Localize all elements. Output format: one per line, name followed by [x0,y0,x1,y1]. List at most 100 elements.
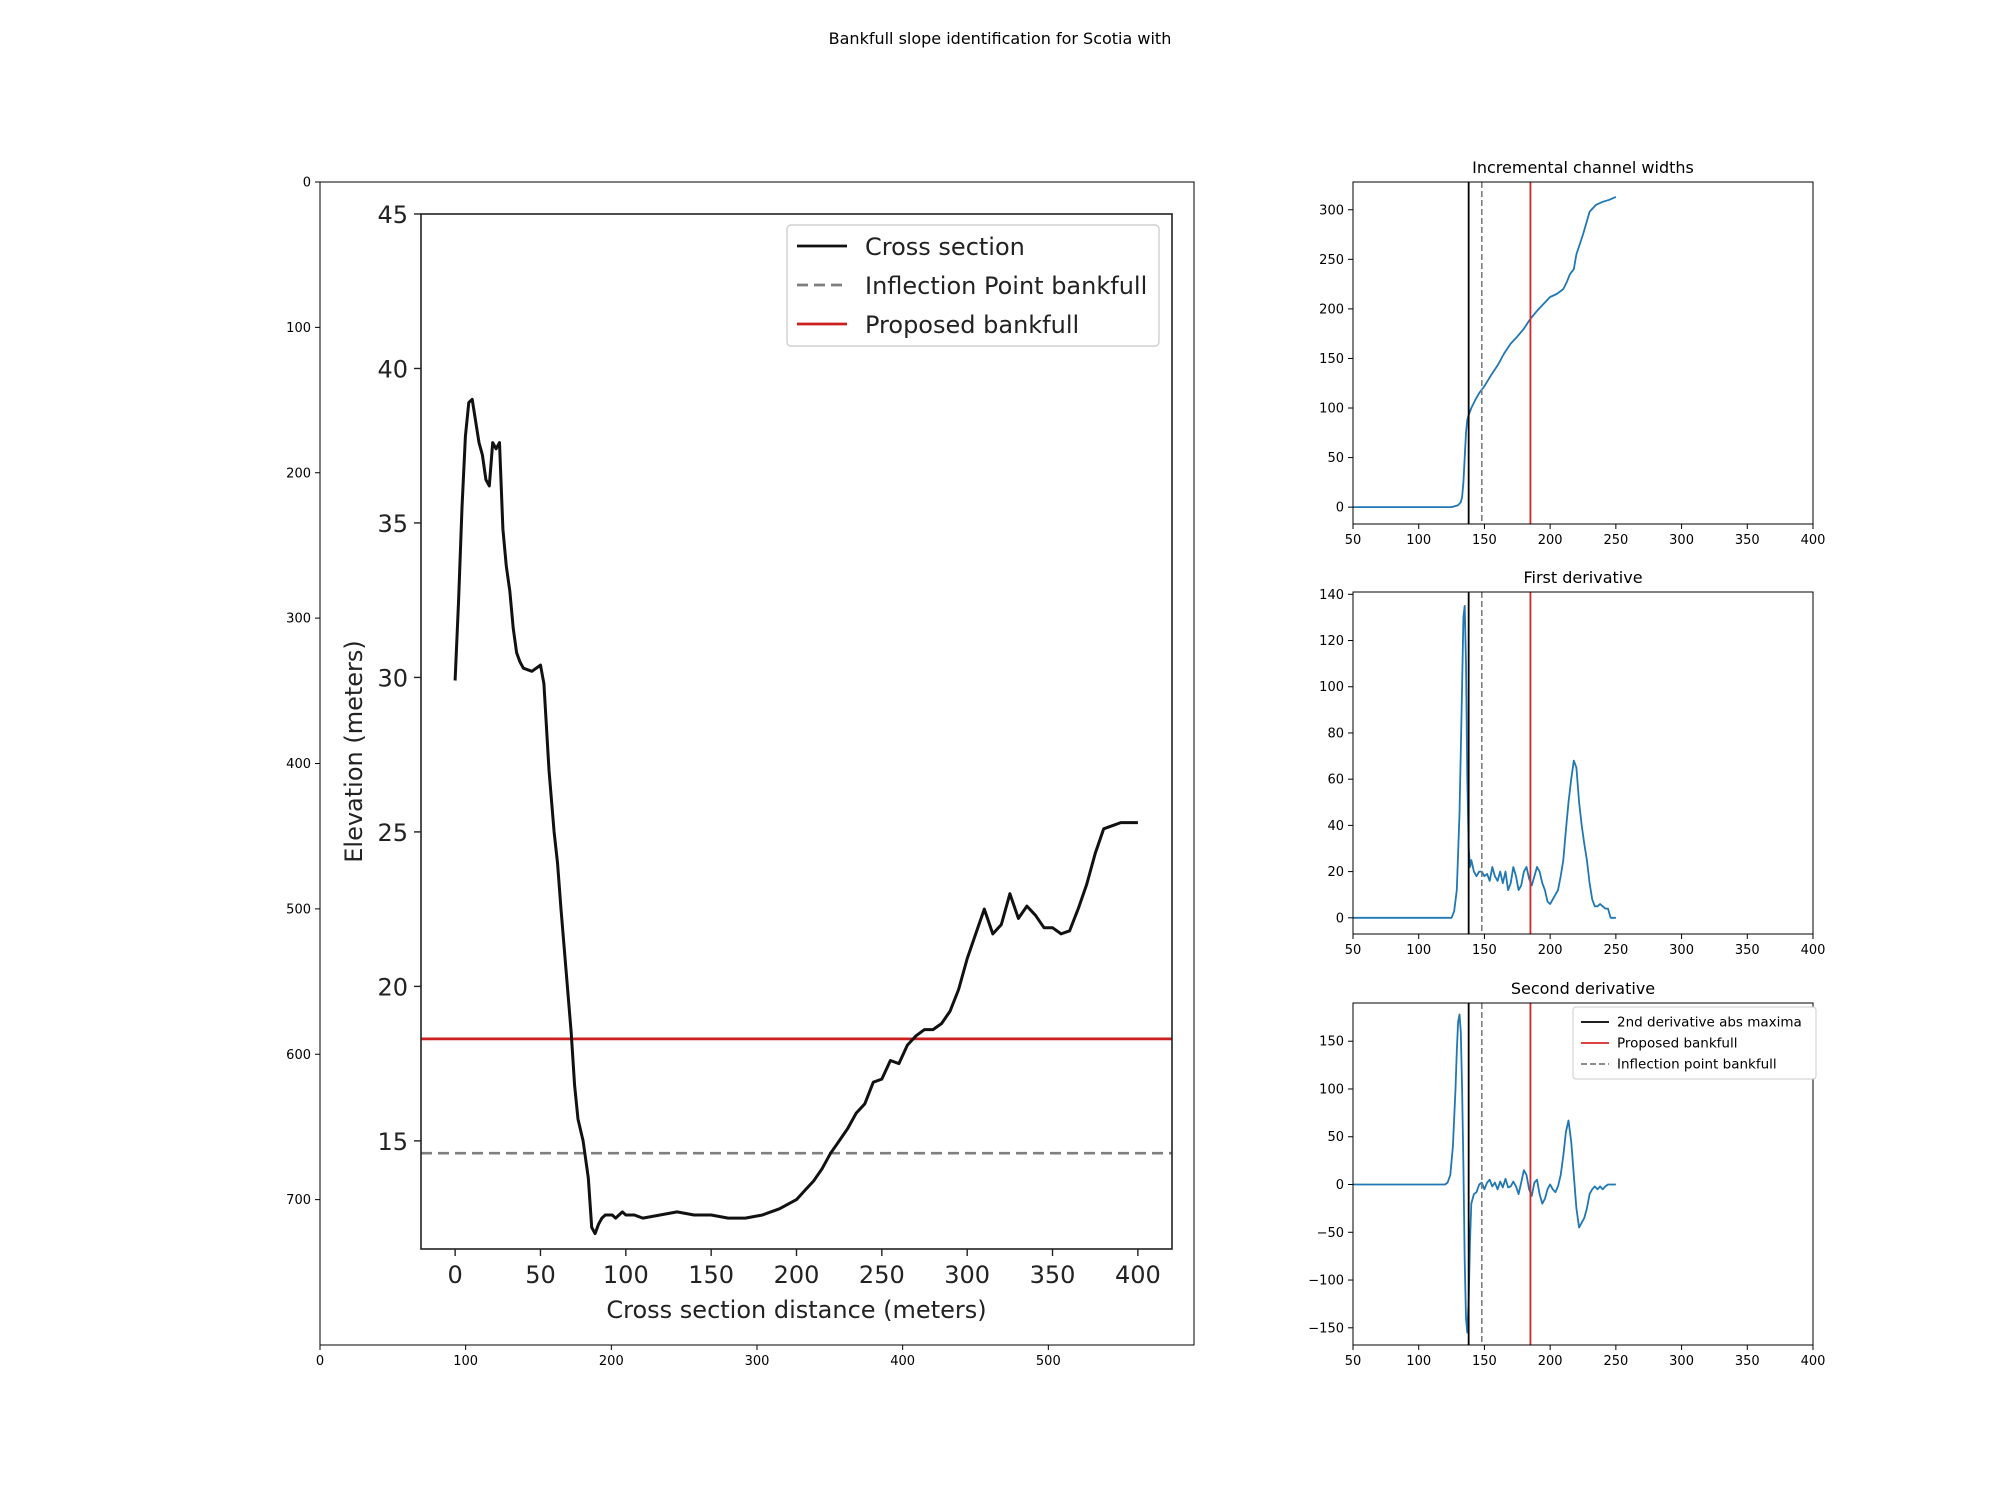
legend-label: Inflection point bankfull [1617,1057,1777,1073]
embedded-legend-label: Proposed bankfull [865,311,1079,339]
image-x-tick-label: 200 [599,1354,624,1369]
embedded-plot-frame [420,213,1173,1250]
x-tick-label: 200 [1538,533,1563,548]
y-tick-label: −50 [1317,1226,1344,1241]
image-y-tick-label: 400 [286,757,311,772]
series-line [1353,605,1616,919]
figure-title: Bankfull slope identification for Scotia… [829,29,1172,48]
x-tick-label: 50 [1345,533,1362,548]
x-tick-label: 200 [1538,1354,1563,1369]
y-tick-label: 80 [1327,726,1344,741]
y-tick-label: 120 [1319,634,1344,649]
embedded-legend-box [786,224,1160,347]
embedded-x-tick-label: 150 [688,1261,734,1289]
y-tick-label: 300 [1319,203,1344,218]
y-tick-label: 50 [1327,1130,1344,1145]
y-tick-label: 100 [1319,402,1344,417]
embedded-x-tick-label: 200 [774,1261,820,1289]
y-tick-label: 0 [1336,1178,1344,1193]
plot-frame [1352,591,1814,935]
embedded-y-tick-label: 15 [377,1128,408,1156]
image-x-tick-label: 400 [890,1354,915,1369]
y-tick-label: 150 [1319,1035,1344,1050]
y-tick-label: 20 [1327,865,1344,880]
image-x-tick-label: 300 [745,1354,770,1369]
image-x-tick-label: 500 [1036,1354,1061,1369]
embedded-x-tick-label: 300 [944,1261,990,1289]
x-tick-label: 400 [1801,943,1826,958]
x-tick-label: 150 [1472,533,1497,548]
image-x-tick-label: 100 [453,1354,478,1369]
y-tick-label: 100 [1319,1082,1344,1097]
embedded-y-tick-label: 20 [377,973,408,1001]
y-tick-label: 0 [1336,911,1344,926]
x-tick-label: 100 [1406,1354,1431,1369]
image-y-tick-label: 100 [286,321,311,336]
image-x-tick-label: 0 [316,1354,324,1369]
x-tick-label: 350 [1735,533,1760,548]
image-y-tick-label: 700 [286,1193,311,1208]
series-line [1353,196,1617,509]
x-tick-label: 150 [1472,943,1497,958]
image-y-tick-label: 600 [286,1048,311,1063]
y-tick-label: −100 [1308,1274,1344,1289]
y-tick-label: 140 [1319,588,1344,603]
y-tick-label: 60 [1327,773,1344,788]
x-tick-label: 400 [1801,1354,1826,1369]
embedded-x-axis-label: Cross section distance (meters) [606,1296,986,1324]
x-tick-label: 400 [1801,533,1826,548]
incremental-widths-chart: Incremental channel widths 50 100 150 200 250… [1319,158,1825,548]
x-tick-label: 350 [1735,943,1760,958]
image-panel: 0 100 200 300 400 500 0 100 200 300 400 500 600 700 0 5… [286,176,1195,1369]
y-tick-label: 50 [1327,451,1344,466]
x-tick-label: 300 [1669,533,1694,548]
embedded-legend-label: Inflection Point bankfull [865,272,1147,300]
embedded-x-tick-label: 50 [525,1261,556,1289]
chart-title: Second derivative [1511,979,1655,998]
x-tick-label: 250 [1603,943,1628,958]
legend-label: 2nd derivative abs maxima [1617,1015,1802,1031]
x-tick-label: 100 [1406,943,1431,958]
first-derivative-chart: First derivative 50 100 150 200 250 300 350 400 0… [1319,568,1825,958]
chart-title: Incremental channel widths [1472,158,1694,177]
embedded-cross-section-line [453,397,1138,1236]
embedded-y-tick-label: 30 [377,664,408,692]
embedded-legend-label: Cross section [865,233,1025,261]
embedded-x-tick-label: 0 [447,1261,462,1289]
y-tick-label: 0 [1336,501,1344,516]
embedded-y-tick-label: 35 [377,510,408,538]
y-tick-label: 200 [1319,302,1344,317]
x-tick-label: 250 [1603,1354,1628,1369]
embedded-y-tick-label: 25 [377,819,408,847]
embedded-x-tick-label: 350 [1030,1261,1076,1289]
embedded-cross-section-chart: 0 50 100 150 200 250 300 350 400 15 20 25 30 35 40 45 Cr… [340,201,1173,1324]
y-tick-label: 100 [1319,680,1344,695]
embedded-y-tick-label: 40 [377,355,408,383]
x-tick-label: 50 [1345,943,1362,958]
image-y-tick-label: 200 [286,466,311,481]
chart-title: First derivative [1523,568,1642,587]
legend-box [1572,1006,1817,1080]
embedded-y-axis-label: Elevation (meters) [340,640,368,863]
y-tick-label: −150 [1308,1321,1344,1336]
embedded-x-tick-label: 400 [1115,1261,1161,1289]
series-line [1353,1013,1616,1334]
second-derivative-chart: Second derivative 50 100 150 200 250 300 350 400… [1308,979,1825,1369]
x-tick-label: 100 [1406,533,1431,548]
x-tick-label: 350 [1735,1354,1760,1369]
y-tick-label: 40 [1327,819,1344,834]
x-tick-label: 250 [1603,533,1628,548]
image-y-tick-label: 500 [286,902,311,917]
x-tick-label: 150 [1472,1354,1497,1369]
embedded-x-tick-label: 250 [859,1261,905,1289]
x-tick-label: 300 [1669,943,1694,958]
x-tick-label: 50 [1345,1354,1362,1369]
x-tick-label: 200 [1538,943,1563,958]
plot-frame [1352,181,1814,525]
embedded-x-tick-label: 100 [603,1261,649,1289]
plot-frame [1352,1002,1814,1346]
image-frame [319,181,1195,1346]
y-tick-label: 150 [1319,352,1344,367]
legend-label: Proposed bankfull [1617,1036,1737,1052]
